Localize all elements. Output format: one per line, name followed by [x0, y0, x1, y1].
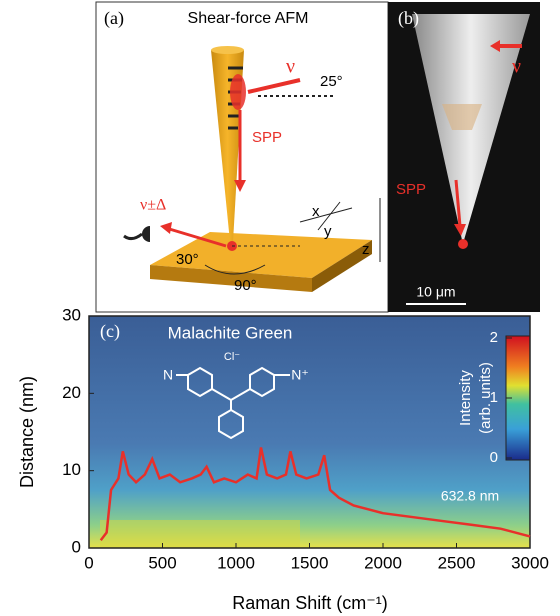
- colorbar-tick-label: 2: [490, 329, 498, 346]
- y-axis-label: Distance (nm): [17, 376, 37, 488]
- axis-y: y: [324, 223, 332, 240]
- detector-cable: [123, 232, 143, 241]
- substrate-top: [150, 232, 372, 278]
- scattered-beam: [165, 226, 227, 248]
- colorbar-tick-label: 1: [490, 389, 498, 406]
- axis-y-line: [317, 201, 341, 231]
- incident-beam: [247, 78, 301, 94]
- spp-arrow: [454, 179, 462, 227]
- y-tick-label: 0: [72, 537, 81, 556]
- molecule-label: Cl⁻: [224, 351, 240, 363]
- x-tick-label: 1500: [291, 553, 329, 572]
- panel-c: (c) Malachite Green N Cl⁻ N⁺ 632.8 nm In…: [17, 305, 549, 612]
- tip-top: [211, 46, 244, 54]
- axis-x-line: [299, 207, 353, 223]
- molecule-label: N: [163, 367, 173, 383]
- apex-spot: [458, 239, 468, 249]
- molecule: [176, 366, 290, 440]
- panel-a: (a) Shear-force AFM ν 25° SPP ν±Δ x y z …: [95, 1, 389, 313]
- incident-arrowhead: [490, 40, 500, 52]
- panel-b: (b) ν SPP 10 μm: [388, 2, 540, 312]
- x-tick-label: 0: [84, 553, 93, 572]
- detector: [142, 226, 150, 242]
- panel-label: (c): [100, 321, 120, 342]
- panel-label: (a): [104, 8, 124, 29]
- heatmap-bright-region: [100, 520, 300, 548]
- nu: ν: [286, 56, 295, 78]
- spp: SPP: [396, 181, 426, 198]
- panel-title: Shear-force AFM: [188, 10, 309, 27]
- focus-spot: [230, 74, 246, 110]
- axis-z: z: [362, 241, 370, 258]
- grating: [442, 104, 482, 130]
- y-tick-label: 30: [62, 305, 81, 324]
- x-axis-label: Raman Shift (cm⁻¹): [232, 593, 388, 613]
- angle-25: 25°: [320, 73, 343, 90]
- x-tick-label: 3000: [511, 553, 549, 572]
- spp-arrowhead: [454, 224, 466, 236]
- spp-arrowhead: [234, 180, 246, 192]
- panel-label: (b): [398, 8, 419, 29]
- scale-label: 10 μm: [416, 284, 455, 300]
- annotation: 632.8 nm: [441, 488, 499, 504]
- nu-shift: ν±Δ: [140, 197, 166, 214]
- angle-arc: [204, 264, 266, 275]
- x-tick-label: 500: [148, 553, 176, 572]
- colorbar-label: (arb. units): [477, 362, 494, 434]
- y-tick-label: 20: [62, 383, 81, 402]
- molecule-label: N⁺: [291, 367, 309, 383]
- x-tick-label: 2000: [364, 553, 402, 572]
- colorbar-label: Intensity: [457, 370, 474, 426]
- angle-90: 90°: [234, 277, 257, 294]
- colorbar-tick-label: 0: [490, 449, 498, 466]
- x-tick-label: 1000: [217, 553, 255, 572]
- substrate-front: [150, 265, 312, 292]
- spp: SPP: [252, 129, 282, 146]
- nu: ν: [512, 56, 521, 78]
- y-tick-label: 10: [62, 460, 81, 479]
- substrate-side: [312, 240, 372, 292]
- heatmap: [89, 316, 530, 548]
- angle-30: 30°: [176, 251, 199, 268]
- chart-title: Malachite Green: [168, 323, 293, 342]
- x-tick-label: 2500: [438, 553, 476, 572]
- axis-x: x: [312, 203, 320, 220]
- scattered-arrowhead: [160, 222, 172, 234]
- spectrum-line: [99, 447, 531, 542]
